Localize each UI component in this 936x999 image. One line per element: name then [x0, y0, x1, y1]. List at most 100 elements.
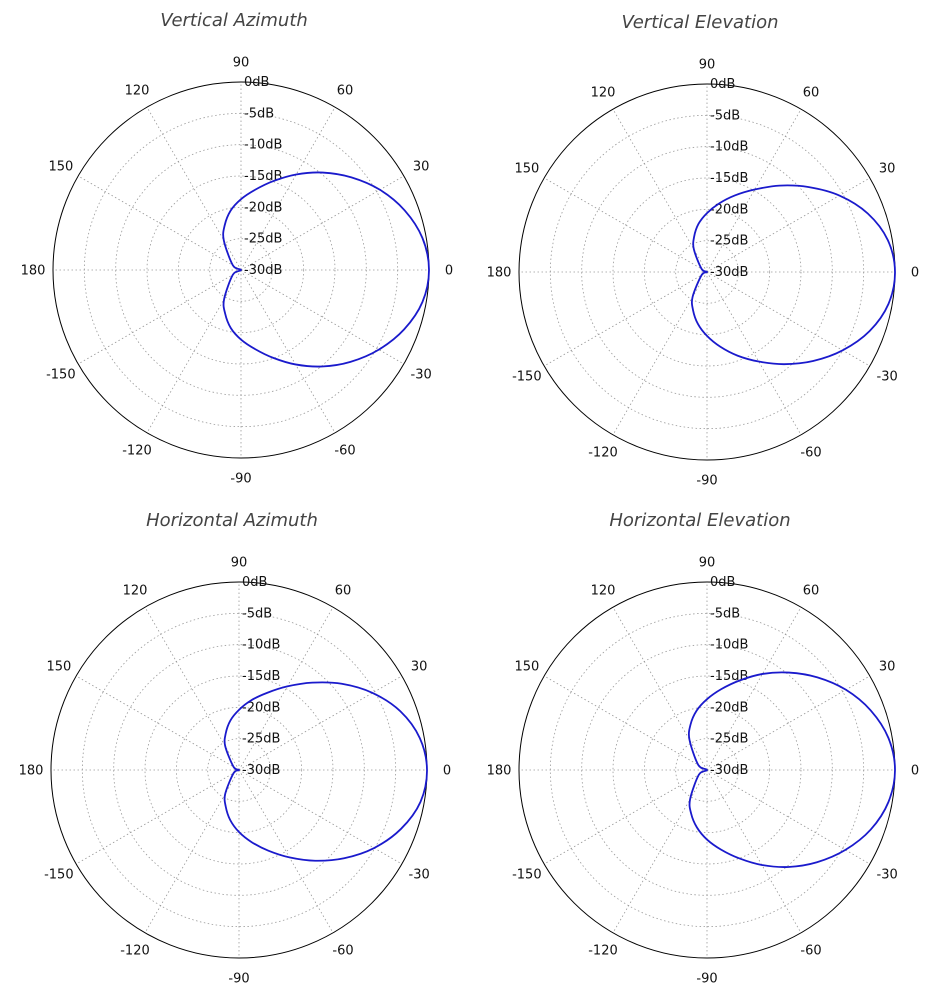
grid-spoke	[543, 177, 708, 273]
grid-spoke	[238, 606, 334, 771]
angle-tick-label: 180	[487, 764, 512, 779]
grid-spoke	[75, 675, 240, 771]
radial-tick-label: 0dB	[242, 575, 267, 590]
chart-title: Vertical Azimuth	[160, 10, 308, 31]
grid-ring	[612, 675, 802, 865]
angle-tick-label: -30	[411, 368, 432, 383]
angle-tick-label: -120	[588, 446, 618, 461]
angle-tick-label: -150	[44, 868, 74, 883]
angle-tick-label: -60	[800, 446, 821, 461]
angle-tick-label: 0	[445, 264, 453, 279]
radial-tick-label: -20dB	[244, 200, 282, 215]
grid-spoke	[706, 108, 802, 273]
grid-ring	[675, 240, 739, 304]
angle-tick-label: -150	[512, 370, 542, 385]
series-line	[687, 671, 896, 868]
angle-tick-label: 120	[125, 83, 150, 98]
radial-tick-label: -5dB	[244, 106, 274, 121]
series-line	[223, 681, 428, 862]
grid-ring	[207, 738, 271, 802]
radial-tick-label: -20dB	[242, 700, 280, 715]
radial-tick-label: 0dB	[710, 77, 735, 92]
chart-panel-vertical-elevation: Vertical Elevation 0 30 60 90 120 150 180 -150 -…	[466, 2, 934, 501]
radial-tick-label: -10dB	[244, 138, 282, 153]
angle-tick-label: 60	[335, 583, 352, 598]
grid-spoke	[543, 675, 708, 771]
grid-spoke	[144, 769, 240, 934]
angle-tick-label: 60	[337, 83, 354, 98]
chart-panel-vertical-azimuth: Vertical Azimuth 0 30 60 90 120 150 180 -150 -12…	[0, 0, 468, 499]
radial-tick-label: -10dB	[710, 140, 748, 155]
angle-tick-label: 180	[21, 264, 46, 279]
grid-ring	[612, 177, 802, 367]
angle-tick-label: -120	[122, 444, 152, 459]
angle-tick-label: 0	[911, 266, 919, 281]
angle-tick-label: -150	[46, 368, 76, 383]
radial-tick-label: -25dB	[710, 234, 748, 249]
angle-tick-label: 90	[699, 58, 716, 73]
grid-spoke	[240, 269, 405, 365]
angle-tick-label: -60	[334, 444, 355, 459]
angle-tick-label: -60	[332, 944, 353, 959]
angle-tick-label: -90	[696, 972, 717, 987]
angle-tick-label: 180	[487, 266, 512, 281]
grid-spoke	[240, 269, 336, 434]
grid-ring	[175, 706, 303, 834]
radial-tick-label: 0dB	[244, 75, 269, 90]
grid-spoke	[706, 675, 871, 771]
grid-spoke	[706, 271, 802, 436]
series-line	[690, 184, 896, 366]
chart-title: Horizontal Azimuth	[146, 510, 318, 531]
angle-tick-label: -30	[409, 868, 430, 883]
angle-tick-label: -120	[120, 944, 150, 959]
angle-tick-label: 150	[514, 660, 539, 675]
grid-spoke	[706, 769, 802, 934]
polar-chart: 0 30 60 90 120 150 180 -150 -120 -90 -60 -30 -30dB -2…	[487, 556, 920, 987]
angle-tick-label: 30	[879, 660, 896, 675]
radial-tick-label: -15dB	[244, 169, 282, 184]
angle-tick-label: 0	[911, 764, 919, 779]
angle-tick-label: -150	[512, 868, 542, 883]
chart-title: Horizontal Elevation	[609, 510, 791, 531]
grid-spoke	[706, 177, 871, 273]
angle-tick-label: 60	[803, 583, 820, 598]
angle-tick-label: 120	[591, 583, 616, 598]
grid-spoke	[240, 106, 336, 271]
radial-tick-label: -30dB	[244, 263, 282, 278]
grid-spoke	[543, 271, 708, 367]
angle-tick-label: -30	[877, 370, 898, 385]
grid-spoke	[612, 606, 708, 771]
angle-tick-label: 90	[231, 556, 248, 571]
radial-tick-label: -25dB	[242, 732, 280, 747]
chart-title: Vertical Elevation	[621, 12, 779, 33]
angle-tick-label: -90	[228, 972, 249, 987]
grid-spoke	[146, 269, 242, 434]
grid-ring	[643, 208, 771, 336]
angle-tick-label: 150	[48, 160, 73, 175]
radial-tick-label: -15dB	[710, 669, 748, 684]
polar-chart: 0 30 60 90 120 150 180 -150 -120 -90 -60 -30 -30dB -2…	[487, 58, 920, 489]
angle-tick-label: 30	[411, 660, 428, 675]
angle-tick-label: 150	[46, 660, 71, 675]
radial-tick-label: -15dB	[710, 171, 748, 186]
radial-tick-label: -10dB	[710, 638, 748, 653]
radial-tick-label: -15dB	[242, 669, 280, 684]
radial-tick-label: -20dB	[710, 202, 748, 217]
angle-tick-label: -60	[800, 944, 821, 959]
grid-ring	[144, 675, 334, 865]
angle-tick-label: 120	[123, 583, 148, 598]
angle-tick-label: -90	[230, 472, 251, 487]
radial-tick-label: -30dB	[710, 763, 748, 778]
angle-tick-label: -90	[696, 474, 717, 489]
angle-tick-label: 90	[699, 556, 716, 571]
radial-tick-label: -5dB	[710, 606, 740, 621]
polar-chart: 0 30 60 90 120 150 180 -150 -120 -90 -60 -30 -30dB -2…	[21, 56, 454, 487]
grid-ring	[177, 206, 305, 334]
radial-tick-label: -30dB	[710, 265, 748, 280]
grid-spoke	[238, 769, 334, 934]
radial-tick-label: -5dB	[710, 108, 740, 123]
grid-spoke	[612, 108, 708, 273]
grid-spoke	[706, 769, 871, 865]
grid-spoke	[238, 675, 403, 771]
grid-ring	[209, 238, 273, 302]
